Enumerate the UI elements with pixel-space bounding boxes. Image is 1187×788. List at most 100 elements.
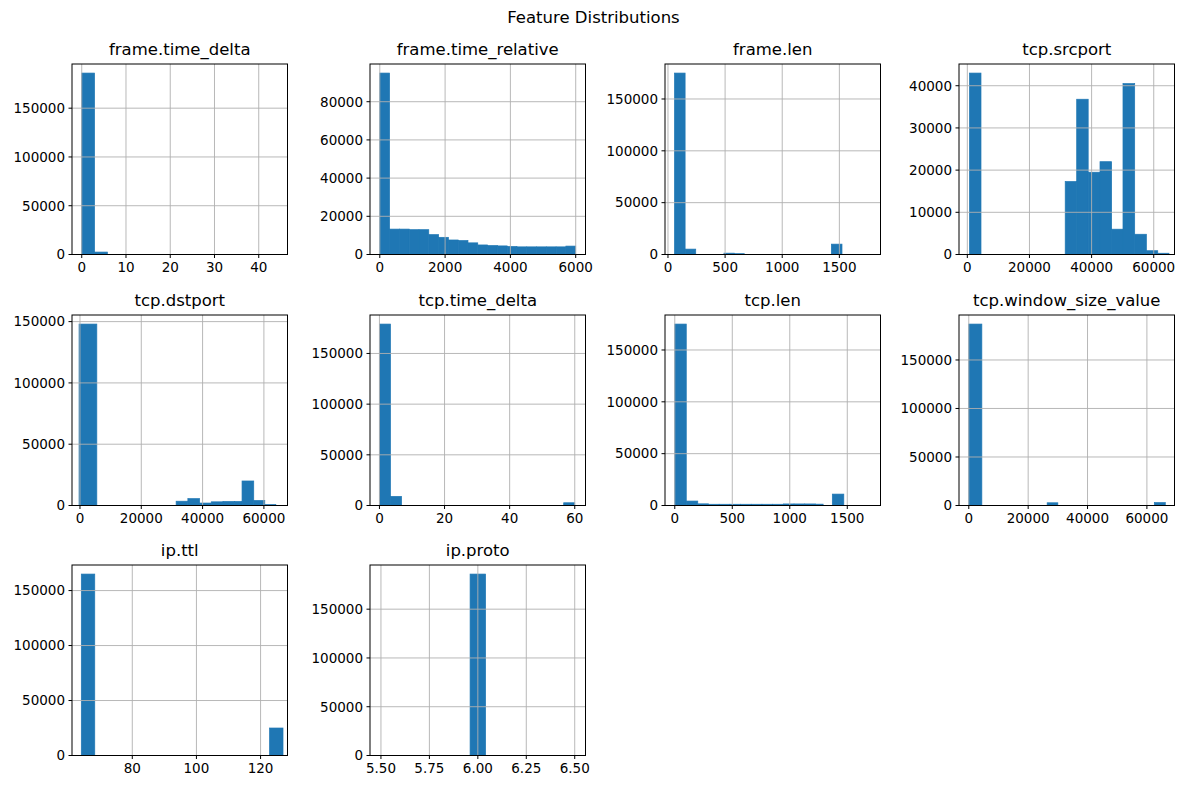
y-tick-label: 60000 — [320, 132, 363, 148]
y-tick-label: 50000 — [320, 447, 363, 463]
histogram-bar — [379, 73, 389, 254]
x-tick-label: 0 — [964, 510, 973, 526]
x-tick-label: 40000 — [1066, 510, 1109, 526]
x-tick-label: 120 — [247, 760, 273, 776]
figure-title: Feature Distributions — [0, 8, 1187, 27]
histogram-bar — [526, 247, 536, 255]
y-tick-label: 150000 — [13, 313, 65, 329]
x-tick-label: 40 — [501, 510, 518, 526]
histogram-bar — [242, 481, 254, 506]
y-tick-label: 50000 — [615, 195, 658, 211]
histogram-bar — [458, 241, 468, 255]
x-tick-label: 60000 — [1125, 510, 1168, 526]
subplot-title: tcp.dstport — [134, 291, 225, 310]
histogram-bar — [1135, 235, 1147, 255]
histogram-bar — [1065, 182, 1076, 255]
y-tick-label: 0 — [649, 247, 658, 263]
axes-spines — [665, 315, 881, 506]
y-tick-label: 100000 — [311, 396, 363, 412]
histogram-bar — [556, 247, 566, 255]
subplot-tcp.srcport: 0200004000060000010000200003000040000tcp… — [897, 36, 1187, 281]
y-tick-label: 40000 — [909, 78, 952, 94]
y-tick-label: 40000 — [320, 170, 363, 186]
x-tick-label: 6.25 — [511, 760, 541, 776]
histogram-bar — [1088, 173, 1100, 255]
y-tick-label: 0 — [354, 747, 363, 763]
y-tick-label: 30000 — [909, 120, 952, 136]
x-tick-label: 0 — [670, 510, 679, 526]
subplot-title: tcp.time_delta — [418, 291, 537, 311]
histogram-bar — [438, 238, 448, 255]
x-tick-label: 0 — [77, 259, 86, 275]
histogram-bar — [234, 501, 241, 505]
y-tick-label: 150000 — [13, 583, 65, 599]
y-tick-label: 0 — [354, 497, 363, 513]
y-tick-label: 20000 — [909, 162, 952, 178]
histogram-bar — [1100, 162, 1112, 255]
x-tick-label: 40000 — [181, 510, 224, 526]
axes-spines — [665, 64, 881, 255]
x-tick-label: 500 — [712, 259, 738, 275]
axes-spines — [72, 565, 288, 756]
x-tick-label: 4000 — [493, 259, 527, 275]
axes-spines — [72, 315, 288, 506]
y-tick-label: 20000 — [320, 208, 363, 224]
x-tick-label: 100 — [183, 760, 209, 776]
subplot-title: tcp.srcport — [1022, 40, 1112, 59]
axes-spines — [72, 64, 288, 255]
subplot-tcp.window_size_value: 0200004000060000050000100000150000tcp.wi… — [897, 287, 1187, 532]
histogram-bar — [686, 501, 697, 505]
y-tick-label: 50000 — [22, 693, 65, 709]
subplot-title: tcp.len — [745, 291, 801, 310]
x-tick-label: 60000 — [1132, 259, 1175, 275]
histogram-bar — [222, 501, 234, 505]
subplot-frame.time_delta: 010203040050000100000150000frame.time_de… — [10, 36, 304, 281]
x-tick-label: 40 — [250, 259, 267, 275]
x-tick-label: 30 — [205, 259, 222, 275]
x-tick-label: 10 — [117, 259, 134, 275]
y-tick-label: 150000 — [13, 100, 65, 116]
y-tick-label: 100000 — [311, 650, 363, 666]
histogram-bar — [379, 324, 390, 505]
axes-spines — [370, 64, 586, 255]
x-tick-label: 1500 — [822, 259, 856, 275]
histogram-bar — [390, 496, 401, 505]
x-tick-label: 60 — [566, 510, 583, 526]
x-tick-label: 0 — [664, 259, 673, 275]
x-tick-label: 6.00 — [462, 760, 492, 776]
x-tick-label: 0 — [375, 259, 384, 275]
x-tick-label: 1000 — [765, 259, 799, 275]
histogram-bar — [81, 73, 94, 254]
histogram-bar — [970, 73, 981, 254]
axes-spines — [959, 315, 1175, 506]
histogram-bar — [187, 499, 199, 506]
subplot-title: frame.time_relative — [396, 40, 558, 60]
histogram-bar — [674, 73, 685, 254]
figure: Feature Distributions 010203040050000100… — [0, 0, 1187, 788]
x-tick-label: 20 — [435, 510, 452, 526]
subplot-frame.len: 050010001500050000100000150000frame.len — [603, 36, 897, 281]
histogram-bar — [477, 245, 487, 255]
x-tick-label: 20000 — [1007, 510, 1050, 526]
x-tick-label: 6.50 — [559, 760, 589, 776]
histogram-bar — [685, 249, 696, 254]
histogram-bar — [409, 230, 419, 255]
histogram-bar — [418, 230, 428, 255]
histogram-bar — [832, 494, 843, 505]
y-tick-label: 80000 — [320, 94, 363, 110]
x-tick-label: 2000 — [427, 259, 461, 275]
y-tick-label: 0 — [943, 247, 952, 263]
subplot-title: ip.ttl — [160, 541, 198, 560]
y-tick-label: 50000 — [320, 699, 363, 715]
y-tick-label: 50000 — [22, 436, 65, 452]
subplot-title: frame.len — [733, 40, 812, 59]
histogram-bar — [253, 500, 264, 505]
y-tick-label: 100000 — [900, 400, 952, 416]
y-tick-label: 50000 — [22, 198, 65, 214]
y-tick-label: 0 — [943, 497, 952, 513]
x-tick-label: 60000 — [242, 510, 285, 526]
y-tick-label: 100000 — [606, 143, 658, 159]
x-tick-label: 5.50 — [365, 760, 395, 776]
histogram-bar — [1077, 100, 1088, 255]
y-tick-label: 0 — [56, 247, 65, 263]
